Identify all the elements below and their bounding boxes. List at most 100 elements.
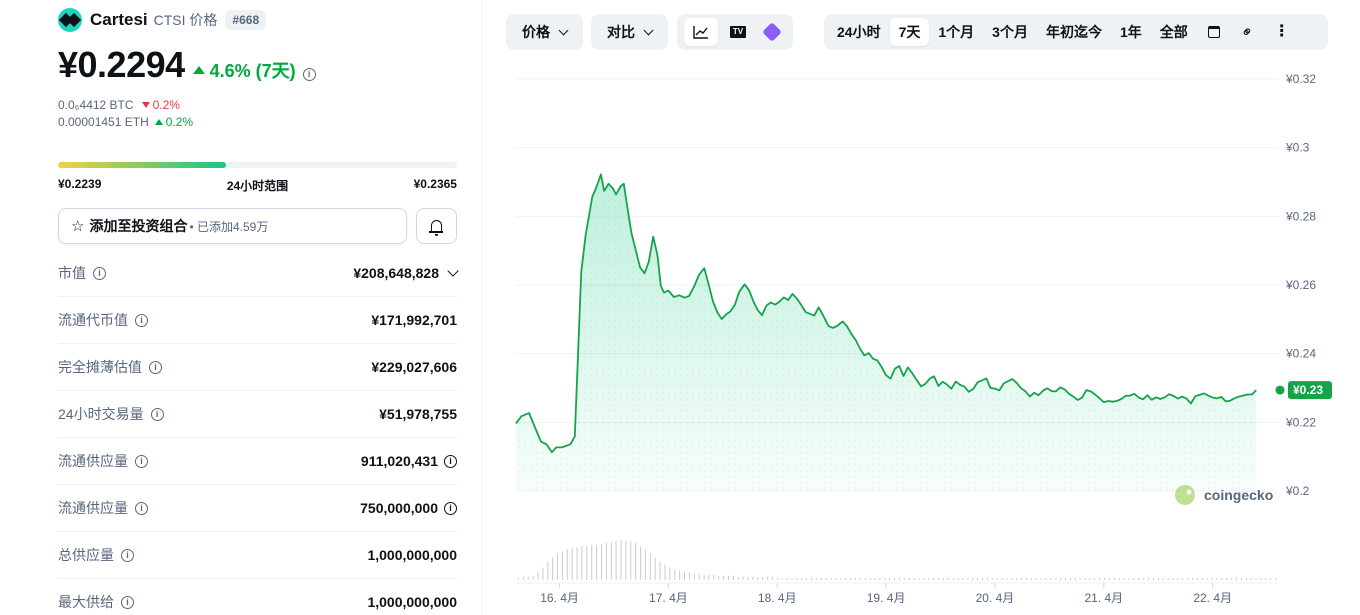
stat-label-text: 流通供应量 — [58, 453, 128, 469]
stat-label: 市值 i — [58, 263, 106, 283]
range-tab[interactable]: 年初迄今 — [1045, 24, 1102, 40]
price-area-dots — [516, 174, 1257, 491]
line-chart-button[interactable] — [684, 18, 718, 46]
range-tab[interactable]: 1个月 — [938, 24, 975, 40]
stat-row: 流通供应量 i 750,000,000 i — [58, 485, 457, 532]
price-change-7d: 4.6% (7天) — [192, 57, 296, 83]
add-to-portfolio-button[interactable]: ☆ 添加至投资组合 • 已添加4.59万 — [58, 208, 407, 244]
stat-label: 24小时交易量 i — [58, 404, 164, 424]
calendar-button[interactable] — [1200, 18, 1228, 46]
range-tab[interactable]: 3个月 — [992, 24, 1028, 40]
info-icon[interactable]: i — [302, 68, 316, 81]
coingecko-watermark: coingecko — [1175, 485, 1273, 505]
x-tick-label: 20. 4月 — [976, 591, 1015, 605]
stat-value-text: ¥51,978,755 — [379, 406, 457, 422]
stat-label-text: 市值 — [58, 265, 86, 281]
range-tab[interactable]: 24小时 — [837, 24, 881, 40]
stat-label: 流通供应量 i — [58, 451, 148, 471]
stat-value-text: 750,000,000 — [360, 500, 438, 516]
stat-row: 流通代币值 i ¥171,992,701 — [58, 297, 457, 344]
chart-style-group: TV — [677, 14, 793, 50]
price-line — [515, 173, 1257, 454]
rank-badge: #668 — [225, 10, 267, 30]
down-triangle-icon — [141, 102, 150, 108]
range-bar-fill — [58, 162, 226, 168]
coin-header: Cartesi CTSI 价格 #668 — [58, 8, 267, 32]
stat-value-text: ¥229,027,606 — [371, 359, 457, 375]
current-price: ¥0.2294 — [58, 44, 185, 85]
info-icon[interactable]: i — [149, 360, 162, 374]
line-chart-icon — [693, 26, 708, 39]
x-tick-label: 17. 4月 — [649, 591, 688, 605]
star-icon: ☆ — [71, 218, 85, 235]
x-tick-label: 21. 4月 — [1084, 591, 1123, 605]
gem-icon — [762, 22, 782, 42]
price-chart[interactable]: ¥0.32 ¥0.3 ¥0.28 ¥0.26 ¥0.24 ¥0.22 ¥0.2 16. 4月… — [506, 62, 1336, 615]
x-tick-label: 18. 4月 — [758, 591, 797, 605]
bell-icon — [429, 219, 443, 236]
added-count: • 已添加4.59万 — [189, 219, 269, 234]
stat-label-text: 总供应量 — [58, 547, 114, 563]
coin-info-panel: Cartesi CTSI 价格 #668 ¥0.2294 4.6% (7天) i… — [0, 0, 482, 615]
eth-price: 0.00001451 ETH — [58, 115, 149, 129]
x-tick-label: 16. 4月 — [540, 591, 579, 605]
chevron-down-icon — [643, 25, 654, 35]
btc-change: 0.2% — [152, 98, 180, 112]
range-low: ¥0.2239 — [58, 177, 102, 191]
tradingview-button[interactable]: TV — [724, 18, 752, 46]
range-tab[interactable]: 全部 — [1159, 24, 1188, 40]
stat-value: 750,000,000 i — [360, 500, 457, 516]
price-dropdown-label: 价格 — [522, 24, 550, 40]
compare-dropdown[interactable]: 对比 — [595, 18, 664, 46]
stat-value: ¥51,978,755 — [379, 406, 457, 422]
stat-row: 24小时交易量 i ¥51,978,755 — [58, 391, 457, 438]
x-tick-label: 19. 4月 — [867, 591, 906, 605]
stat-value: 1,000,000,000 — [367, 547, 457, 563]
cartesi-logo-icon — [58, 8, 82, 32]
stat-value-text: 911,020,431 — [360, 453, 438, 469]
up-triangle-icon — [192, 66, 205, 74]
share-link-button[interactable]: ⚭ — [1234, 18, 1262, 46]
gem-chart-button[interactable] — [758, 18, 786, 46]
stat-value-text: ¥208,648,828 — [353, 265, 439, 281]
range-tab[interactable]: 7天 — [889, 18, 930, 46]
coin-name: Cartesi — [90, 10, 148, 29]
info-icon[interactable]: i — [121, 548, 134, 562]
price-dropdown[interactable]: 价格 — [510, 18, 579, 46]
chart-type-dropdowns: 价格 — [506, 14, 583, 50]
price-alert-button[interactable] — [416, 208, 457, 244]
info-icon[interactable]: i — [150, 407, 164, 421]
info-icon[interactable]: i — [444, 501, 457, 515]
x-tick-label: 22. 4月 — [1193, 591, 1232, 605]
y-tick-label: ¥0.28 — [1285, 209, 1316, 223]
calendar-icon — [1207, 26, 1220, 38]
stats-list: 市值 i ¥208,648,828 流通代币值 i ¥171,992,701 完全摊薄估值 i… — [58, 250, 459, 615]
info-icon[interactable]: i — [135, 454, 148, 468]
price-row: ¥0.2294 4.6% (7天) i — [58, 44, 316, 86]
more-icon: ⋮ — [1273, 23, 1290, 40]
stat-label-text: 完全摊薄估值 — [58, 359, 142, 375]
info-icon[interactable]: i — [444, 454, 457, 468]
stat-value: 1,000,000,000 — [367, 594, 457, 610]
chevron-down-icon — [558, 25, 569, 35]
btc-price-row: 0.0₆4412 BTC 0.2% — [58, 98, 180, 112]
range-tab[interactable]: 1年 — [1119, 24, 1142, 40]
tradingview-icon: TV — [730, 26, 746, 38]
info-icon[interactable]: i — [93, 266, 106, 280]
more-options-button[interactable]: ⋮ — [1268, 18, 1296, 46]
range-labels: ¥0.2239 24小时范围 ¥0.2365 — [58, 177, 457, 194]
stat-label: 最大供给 i — [58, 592, 134, 612]
info-icon[interactable]: i — [135, 313, 148, 327]
stat-value-text: 1,000,000,000 — [367, 547, 457, 563]
y-tick-label: ¥0.22 — [1285, 415, 1316, 429]
info-icon[interactable]: i — [135, 501, 148, 515]
stat-label-text: 最大供给 — [58, 594, 114, 610]
stat-label: 流通代币值 i — [58, 310, 148, 330]
range-label: 24小时范围 — [226, 179, 289, 193]
stat-value: 911,020,431 i — [361, 453, 457, 469]
stat-label: 完全摊薄估值 i — [58, 357, 162, 377]
info-icon[interactable]: i — [121, 595, 134, 609]
chevron-down-icon[interactable] — [447, 265, 459, 277]
eth-price-row: 0.00001451 ETH 0.2% — [58, 115, 193, 129]
compare-dropdown-label: 对比 — [607, 24, 635, 40]
